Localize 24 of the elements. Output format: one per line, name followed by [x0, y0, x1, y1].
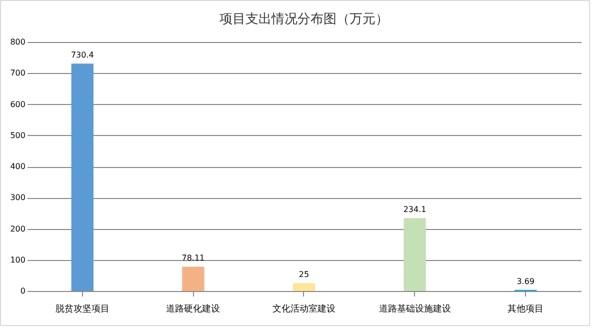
y-tick-label: 400 [10, 162, 26, 171]
x-tick-label: 文化活动室建设 [272, 304, 336, 314]
bar [404, 218, 426, 291]
data-label: 78.11 [182, 254, 205, 263]
y-tick-label: 200 [10, 224, 26, 234]
bar [71, 64, 94, 291]
chart-title: 项目支出情况分布图（万元） [220, 12, 388, 27]
x-tick-label: 脱贫攻坚项目 [55, 304, 110, 314]
x-tick-label: 道路硬化建设 [166, 304, 220, 314]
data-label: 730.4 [70, 50, 94, 60]
data-label: 25 [298, 270, 310, 280]
y-tick-label: 600 [10, 100, 26, 109]
data-label: 234.1 [403, 205, 426, 214]
bar [182, 266, 204, 291]
y-tick-label: 500 [10, 130, 26, 140]
x-tick-label: 道路基础设施建设 [378, 304, 451, 314]
y-tick-label: 300 [10, 193, 26, 202]
y-tick-label: 0 [20, 286, 26, 296]
y-tick-label: 700 [10, 68, 26, 78]
bar [292, 283, 316, 291]
x-tick-label: 其他项目 [508, 304, 544, 314]
data-label: 3.69 [516, 276, 535, 286]
y-tick-label: 800 [10, 38, 26, 46]
y-tick-label: 100 [10, 255, 26, 264]
